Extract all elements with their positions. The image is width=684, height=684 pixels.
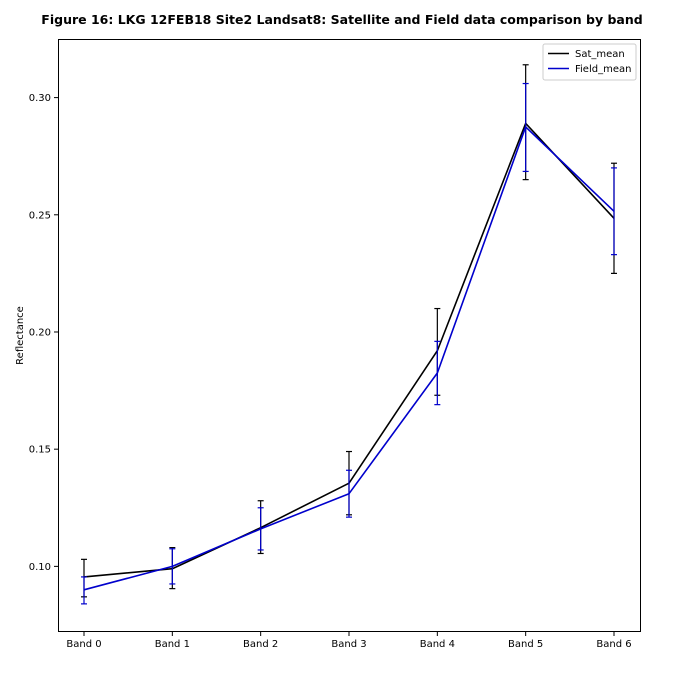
x-tick-label: Band 2	[243, 639, 278, 650]
chart-title: Figure 16: LKG 12FEB18 Site2 Landsat8: S…	[41, 12, 643, 27]
x-tick-label: Band 4	[420, 639, 455, 650]
y-tick-label: 0.10	[29, 562, 51, 573]
x-tick-label: Band 3	[331, 639, 366, 650]
plot-frame	[58, 39, 641, 632]
x-tick-label: Band 5	[508, 639, 543, 650]
legend-label: Sat_mean	[575, 49, 625, 60]
y-tick-label: 0.25	[29, 210, 51, 221]
y-axis-label: Reflectance	[15, 306, 26, 365]
x-tick-label: Band 1	[155, 639, 190, 650]
legend: Sat_mean Field_mean	[542, 43, 637, 81]
y-tick-label: 0.30	[29, 93, 51, 104]
legend-label: Field_mean	[575, 64, 631, 75]
x-tick-label: Band 0	[66, 639, 101, 650]
series-line	[83, 126, 615, 591]
series-Field_mean	[81, 82, 617, 605]
series-layer	[81, 64, 617, 605]
y-tick-label: 0.15	[29, 445, 51, 456]
ticks-layer: 0.10 0.15 0.20 0.25 0.30 Band 0 Band 1 Band 2 Ba…	[29, 93, 632, 650]
y-tick-label: 0.20	[29, 327, 51, 338]
x-tick-label: Band 6	[596, 639, 631, 650]
